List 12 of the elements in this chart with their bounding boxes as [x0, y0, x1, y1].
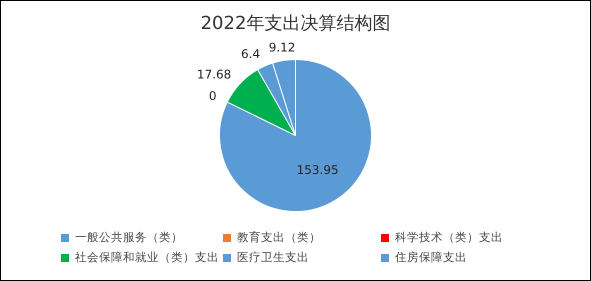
text: 0	[208, 88, 216, 103]
legend-label: 社会保障和就业（类）支出	[75, 250, 219, 265]
legend-label: 医疗卫生支出	[237, 250, 309, 265]
data-label: 6.4	[241, 47, 260, 62]
chart-title: 2022年支出决算结构图	[200, 12, 392, 35]
data-label: 9.12	[268, 40, 296, 55]
legend-label: 住房保障支出	[395, 250, 467, 265]
legend-label: 教育支出（类）	[237, 230, 321, 245]
data-label: 17.68	[196, 67, 232, 82]
data-label: 153.95	[296, 163, 339, 178]
legend-label: 一般公共服务（类）	[75, 230, 183, 245]
legend-label: 科学技术（类）支出	[395, 230, 503, 245]
